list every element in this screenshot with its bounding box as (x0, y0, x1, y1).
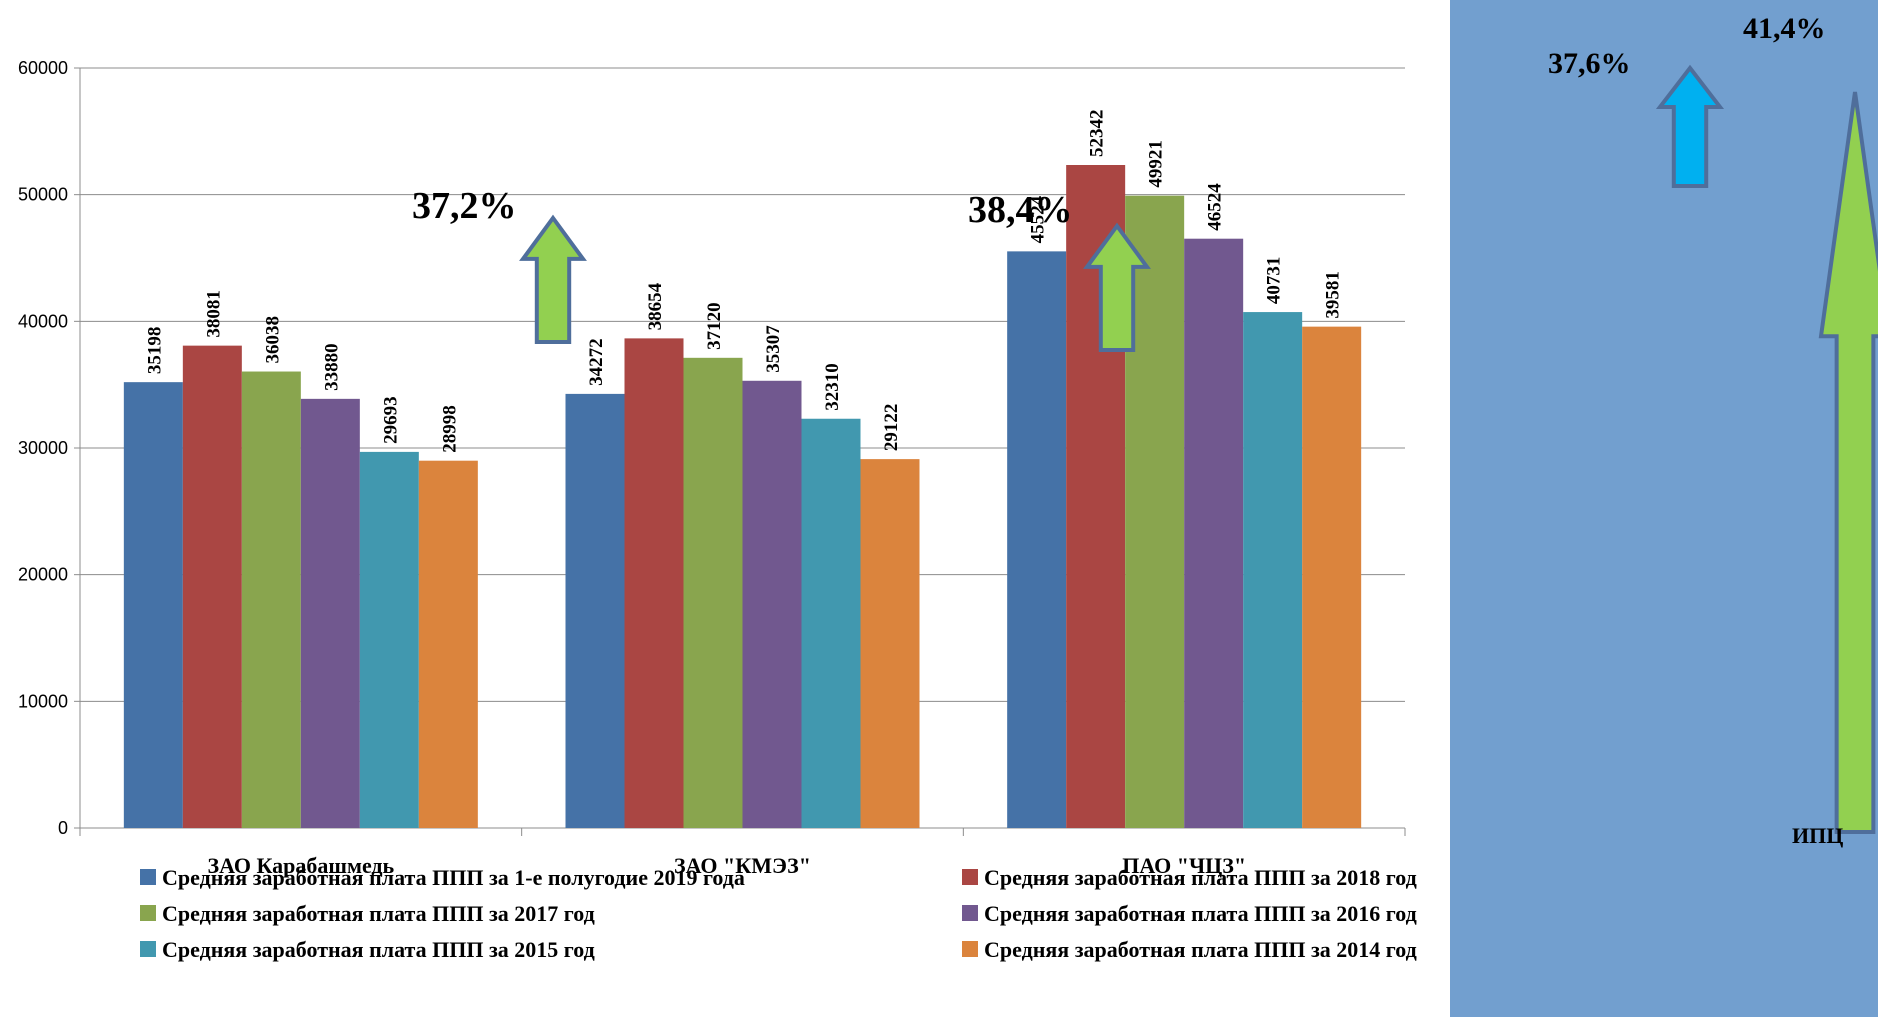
y-tick-label: 20000 (18, 565, 68, 585)
data-label: 40731 (1264, 257, 1285, 305)
panel-percent-label: 37,6% (1548, 47, 1631, 80)
data-label: 28998 (439, 405, 460, 453)
x-axis: ЗАО Карабашмедь ЗАО "КМЭЗ" ПАО "ЧЦЗ" (207, 853, 1246, 878)
legend-swatch (962, 941, 978, 957)
percent-annotation: 38,4% (968, 189, 1073, 231)
data-label: 29122 (881, 404, 902, 452)
data-label: 46524 (1205, 183, 1226, 231)
data-label: 36038 (262, 316, 283, 364)
y-tick-label: 0 (58, 818, 68, 838)
bar (241, 371, 301, 828)
data-label: 39581 (1323, 271, 1344, 319)
bar (123, 382, 183, 828)
bar (565, 393, 625, 828)
y-tick-label: 30000 (18, 438, 68, 458)
legend: Средняя заработная плата ППП за 1-е полу… (140, 865, 1417, 962)
legend-swatch (962, 905, 978, 921)
data-label: 33880 (321, 343, 342, 391)
data-label: 35307 (763, 325, 784, 373)
bar (742, 380, 802, 828)
side-panel (1450, 0, 1878, 1017)
up-arrow-icon (519, 214, 587, 344)
side-panel-content: 37,6% 41,4% ИПЦ (1548, 12, 1878, 848)
data-label: 52342 (1087, 110, 1108, 158)
up-arrow-icon (1818, 91, 1878, 834)
data-label: 35198 (144, 327, 165, 375)
data-label: 29693 (380, 396, 401, 444)
bar (182, 345, 242, 828)
category-label: ЗАО Карабашмедь (207, 853, 394, 878)
panel-bottom-label: ИПЦ (1792, 823, 1843, 848)
panel-percent-label: 41,4% (1743, 12, 1826, 45)
legend-label: Средняя заработная плата ППП за 2015 год (162, 937, 595, 962)
bar (1302, 326, 1362, 828)
data-label: 45524 (1028, 195, 1049, 243)
bar (683, 357, 743, 828)
y-tick-label: 10000 (18, 691, 68, 711)
bar (300, 398, 360, 828)
legend-swatch (140, 905, 156, 921)
data-label: 49921 (1146, 140, 1167, 188)
legend-label: Средняя заработная плата ППП за 2018 год (984, 865, 1417, 890)
up-arrow-icon (1655, 64, 1725, 188)
annotations: 37,2% 38,4% (412, 185, 1151, 352)
bar (1007, 251, 1067, 828)
category-label: ПАО "ЧЦЗ" (1122, 853, 1246, 878)
data-label: 38081 (203, 290, 224, 337)
legend-swatch (140, 869, 156, 885)
data-label: 38654 (645, 282, 666, 330)
bar (418, 460, 478, 828)
legend-label: Средняя заработная плата ППП за 2017 год (162, 901, 595, 926)
bar (1243, 312, 1303, 829)
bar (1184, 238, 1244, 829)
percent-annotation: 37,2% (412, 185, 517, 227)
bars (123, 165, 1362, 829)
bar (359, 451, 419, 828)
y-tick-label: 50000 (18, 185, 68, 205)
up-arrow-icon (1083, 222, 1151, 352)
legend-swatch (140, 941, 156, 957)
legend-label: Средняя заработная плата ППП за 2014 год (984, 937, 1417, 962)
bar (624, 338, 684, 828)
data-label: 34272 (586, 338, 607, 386)
data-labels: 35198 38081 36038 33880 29693 28998 34272 38654… (144, 110, 1343, 453)
y-tick-label: 60000 (18, 58, 68, 78)
bar (860, 459, 920, 828)
data-label: 37120 (704, 302, 725, 350)
legend-swatch (962, 869, 978, 885)
legend-label: Средняя заработная плата ППП за 2016 год (984, 901, 1417, 926)
legend-label: Средняя заработная плата ППП за 1-е полу… (162, 865, 745, 890)
data-label: 32310 (822, 363, 843, 411)
bar (801, 418, 861, 828)
y-tick-label: 40000 (18, 311, 68, 331)
category-label: ЗАО "КМЭЗ" (674, 853, 811, 878)
y-axis: 0 10000 20000 30000 40000 50000 60000 (18, 58, 68, 838)
